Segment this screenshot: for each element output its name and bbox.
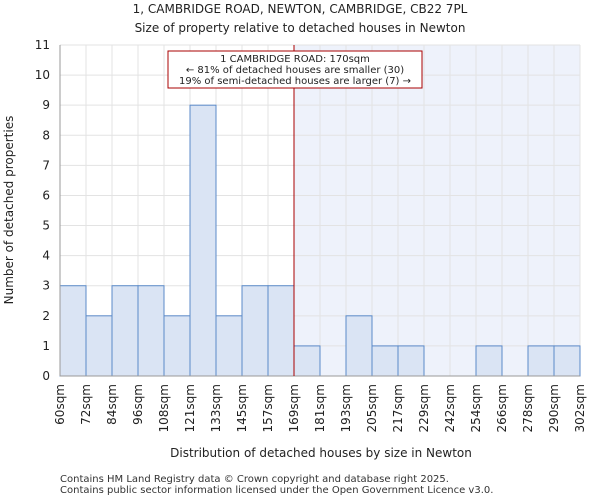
- x-tick-label: 60sqm: [53, 384, 67, 425]
- histogram-bar: [345, 315, 373, 377]
- x-tick-label: 72sqm: [79, 384, 93, 425]
- histogram-bar: [371, 345, 399, 377]
- y-tick-label: 7: [42, 158, 50, 172]
- x-tick-label: 229sqm: [417, 384, 431, 432]
- histogram-bar: [553, 345, 581, 377]
- histogram-bar: [293, 345, 321, 377]
- histogram-bar: [241, 285, 269, 377]
- x-tick-label: 133sqm: [209, 384, 223, 432]
- histogram-bar: [85, 315, 113, 377]
- y-tick-label: 5: [42, 219, 50, 233]
- histogram-bar: [137, 285, 165, 377]
- y-tick-label: 3: [42, 279, 50, 293]
- footer-attribution-line1: Contains HM Land Registry data © Crown c…: [60, 474, 449, 485]
- x-tick-label: 193sqm: [339, 384, 353, 432]
- histogram-bar: [527, 345, 555, 377]
- y-tick-label: 8: [42, 128, 50, 142]
- annotation-text: 1 CAMBRIDGE ROAD: 170sqm: [220, 54, 370, 65]
- x-tick-label: 145sqm: [235, 384, 249, 432]
- x-tick-label: 181sqm: [313, 384, 327, 432]
- x-tick-label: 242sqm: [443, 384, 457, 432]
- histogram-bar: [267, 285, 295, 377]
- annotation-text: ← 81% of detached houses are smaller (30…: [186, 65, 404, 76]
- annotation-text: 19% of semi-detached houses are larger (…: [179, 76, 411, 87]
- x-tick-label: 84sqm: [105, 384, 119, 425]
- x-tick-label: 169sqm: [287, 384, 301, 432]
- x-tick-label: 266sqm: [495, 384, 509, 432]
- y-tick-label: 6: [42, 188, 50, 202]
- chart-subtitle: Size of property relative to detached ho…: [135, 21, 466, 35]
- histogram-bar: [111, 285, 139, 377]
- x-tick-label: 157sqm: [261, 384, 275, 432]
- y-tick-label: 10: [35, 68, 50, 82]
- y-tick-label: 2: [42, 309, 50, 323]
- y-tick-label: 1: [42, 339, 50, 353]
- x-tick-label: 205sqm: [365, 384, 379, 432]
- x-axis-label: Distribution of detached houses by size …: [170, 446, 472, 460]
- footer-attribution-line2: Contains public sector information licen…: [60, 485, 494, 496]
- x-tick-label: 254sqm: [469, 384, 483, 432]
- shaded-region: [294, 45, 580, 376]
- x-tick-label: 278sqm: [521, 384, 535, 432]
- x-tick-label: 302sqm: [573, 384, 587, 432]
- annotation-box: [167, 50, 423, 89]
- y-tick-label: 9: [42, 98, 50, 112]
- y-tick-label: 11: [35, 38, 50, 52]
- x-tick-label: 217sqm: [391, 384, 405, 432]
- histogram-bar: [397, 345, 425, 377]
- histogram-bar: [189, 104, 217, 377]
- y-tick-label: 4: [42, 249, 50, 263]
- histogram-bar: [475, 345, 503, 377]
- chart-title: 1, CAMBRIDGE ROAD, NEWTON, CAMBRIDGE, CB…: [133, 2, 468, 16]
- x-tick-label: 121sqm: [183, 384, 197, 432]
- x-tick-label: 96sqm: [131, 384, 145, 425]
- histogram-bar: [215, 315, 243, 377]
- y-tick-label: 0: [42, 369, 50, 383]
- histogram-bar: [59, 285, 87, 377]
- histogram-bar: [163, 315, 191, 377]
- x-tick-label: 290sqm: [547, 384, 561, 432]
- x-tick-label: 108sqm: [157, 384, 171, 432]
- y-axis-label: Number of detached properties: [2, 116, 16, 305]
